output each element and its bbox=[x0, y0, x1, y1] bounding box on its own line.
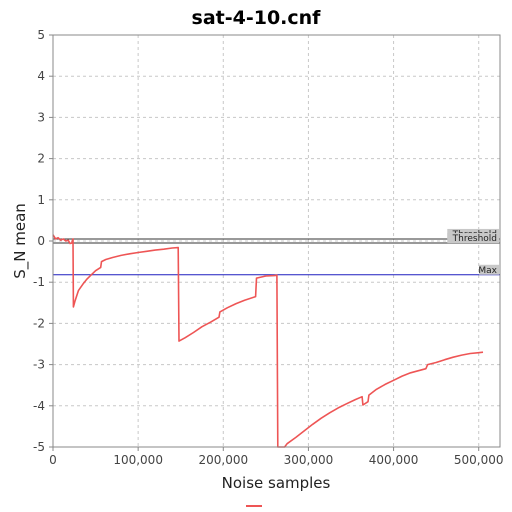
y-tick-label: 2 bbox=[37, 152, 45, 166]
y-tick-label: 1 bbox=[37, 193, 45, 207]
y-tick-label: 5 bbox=[37, 28, 45, 42]
y-axis: -5 -4 -3 -2 -1 0 1 2 3 4 5 bbox=[33, 28, 53, 454]
chart-title: sat-4-10.cnf bbox=[192, 7, 322, 29]
reference-label-bg bbox=[479, 264, 499, 275]
x-tick-label: 100,000 bbox=[113, 453, 163, 467]
reference-label-threshold: Threshold bbox=[452, 234, 497, 244]
reference-lines: ThresholdThresholdMax bbox=[53, 228, 500, 276]
y-tick-label: -1 bbox=[33, 275, 45, 289]
series-group bbox=[52, 234, 484, 448]
x-tick-label: 400,000 bbox=[369, 453, 419, 467]
reference-label-max: Max bbox=[478, 266, 497, 276]
y-tick-label: 0 bbox=[37, 234, 45, 248]
x-tick-label: 500,000 bbox=[454, 453, 504, 467]
x-axis-label: Noise samples bbox=[222, 474, 331, 492]
x-tick-label: 300,000 bbox=[284, 453, 334, 467]
x-tick-label: 200,000 bbox=[198, 453, 248, 467]
x-axis: 0 100,000 200,000 300,000 400,000 500,000 bbox=[49, 447, 504, 467]
y-tick-label: -4 bbox=[33, 399, 45, 413]
y-tick-label: -2 bbox=[33, 316, 45, 330]
series-line bbox=[52, 234, 484, 448]
y-tick-label: -5 bbox=[33, 440, 45, 454]
reference-label-bg bbox=[447, 233, 499, 244]
y-tick-label: 4 bbox=[37, 69, 45, 83]
y-tick-label: 3 bbox=[37, 110, 45, 124]
y-tick-label: -3 bbox=[33, 358, 45, 372]
y-axis-label: S_N mean bbox=[11, 203, 30, 279]
x-tick-label: 0 bbox=[49, 453, 57, 467]
